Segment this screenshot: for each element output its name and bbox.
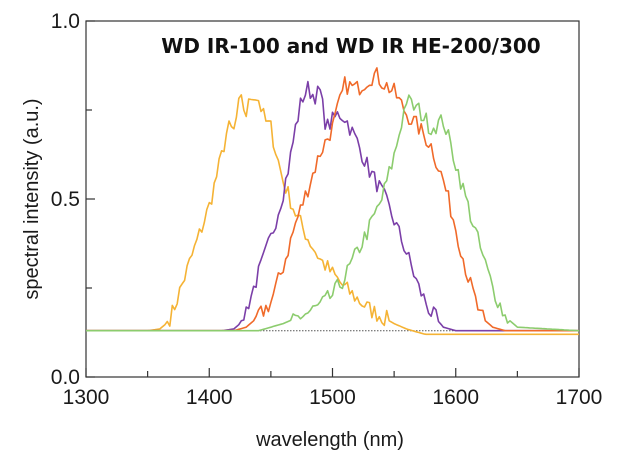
chart-title: WD IR-100 and WD IR HE-200/300	[161, 34, 540, 58]
x-tick-label: 1700	[556, 386, 603, 409]
y-tick-label: 0.0	[51, 366, 80, 389]
y-axis-title: spectral intensity (a.u.)	[21, 98, 43, 299]
x-tick-label: 1600	[432, 386, 479, 409]
x-tick-label: 1500	[309, 386, 356, 409]
series-line-1	[86, 94, 579, 336]
x-axis-title: wavelength (nm)	[255, 429, 404, 451]
series-line-3	[86, 67, 579, 332]
y-tick-label: 1.0	[51, 10, 80, 33]
x-tick-label: 1400	[186, 386, 233, 409]
tick-layer: 1300 1400 1500 1600 1700 0.0 0.5 1.0	[51, 10, 603, 409]
series-layer	[86, 67, 580, 336]
y-tick-label: 0.5	[51, 188, 80, 211]
x-tick-label: 1300	[63, 386, 110, 409]
series-line-4	[86, 94, 580, 332]
plot-frame	[85, 20, 580, 378]
